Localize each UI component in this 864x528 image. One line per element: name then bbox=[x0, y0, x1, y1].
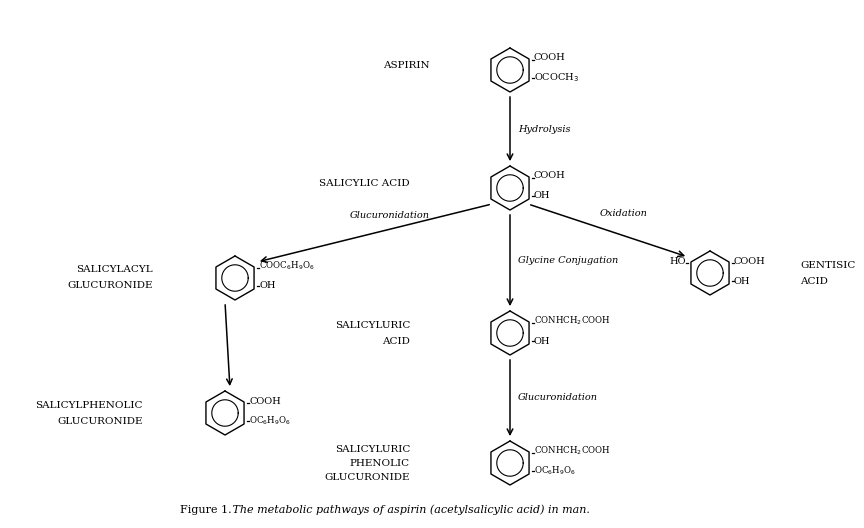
Text: ACID: ACID bbox=[382, 336, 410, 345]
Text: SALICYLACYL: SALICYLACYL bbox=[76, 266, 153, 275]
Text: Glycine Conjugation: Glycine Conjugation bbox=[518, 256, 619, 265]
Text: GLUCURONIDE: GLUCURONIDE bbox=[58, 417, 143, 426]
Text: ASPIRIN: ASPIRIN bbox=[384, 61, 430, 71]
Text: Glucuronidation: Glucuronidation bbox=[518, 393, 598, 402]
Text: Figure 1.: Figure 1. bbox=[180, 505, 232, 515]
Text: COOC$_6$H$_9$O$_6$: COOC$_6$H$_9$O$_6$ bbox=[259, 260, 314, 272]
Text: The metabolic pathways of aspirin (acetylsalicylic acid) in man.: The metabolic pathways of aspirin (acety… bbox=[222, 505, 590, 515]
Text: COOH: COOH bbox=[534, 172, 566, 181]
Text: OC$_6$H$_9$O$_6$: OC$_6$H$_9$O$_6$ bbox=[534, 465, 576, 477]
Text: SALICYLURIC: SALICYLURIC bbox=[334, 320, 410, 329]
Text: SALICYLURIC: SALICYLURIC bbox=[334, 445, 410, 454]
Text: COOH: COOH bbox=[734, 257, 766, 266]
Text: OC$_6$H$_9$O$_6$: OC$_6$H$_9$O$_6$ bbox=[249, 415, 291, 427]
Text: Oxidation: Oxidation bbox=[600, 209, 648, 218]
Text: HO: HO bbox=[670, 257, 686, 266]
Text: OH: OH bbox=[259, 281, 276, 290]
Text: ACID: ACID bbox=[800, 277, 828, 286]
Text: OH: OH bbox=[734, 277, 751, 286]
Text: CONHCH$_2$COOH: CONHCH$_2$COOH bbox=[534, 315, 611, 327]
Text: OCOCH$_3$: OCOCH$_3$ bbox=[534, 72, 579, 84]
Text: Hydrolysis: Hydrolysis bbox=[518, 125, 570, 134]
Text: GLUCURONIDE: GLUCURONIDE bbox=[325, 473, 410, 482]
Text: GLUCURONIDE: GLUCURONIDE bbox=[67, 281, 153, 290]
Text: SALICYLPHENOLIC: SALICYLPHENOLIC bbox=[35, 401, 143, 410]
Text: OH: OH bbox=[534, 336, 550, 345]
Text: COOH: COOH bbox=[249, 397, 281, 406]
Text: OH: OH bbox=[534, 192, 550, 201]
Text: CONHCH$_2$COOH: CONHCH$_2$COOH bbox=[534, 445, 611, 457]
Text: PHENOLIC: PHENOLIC bbox=[350, 458, 410, 467]
Text: GENTISIC: GENTISIC bbox=[800, 260, 855, 269]
Text: SALICYLIC ACID: SALICYLIC ACID bbox=[320, 180, 410, 188]
Text: Glucuronidation: Glucuronidation bbox=[350, 212, 430, 221]
Text: COOH: COOH bbox=[534, 53, 566, 62]
